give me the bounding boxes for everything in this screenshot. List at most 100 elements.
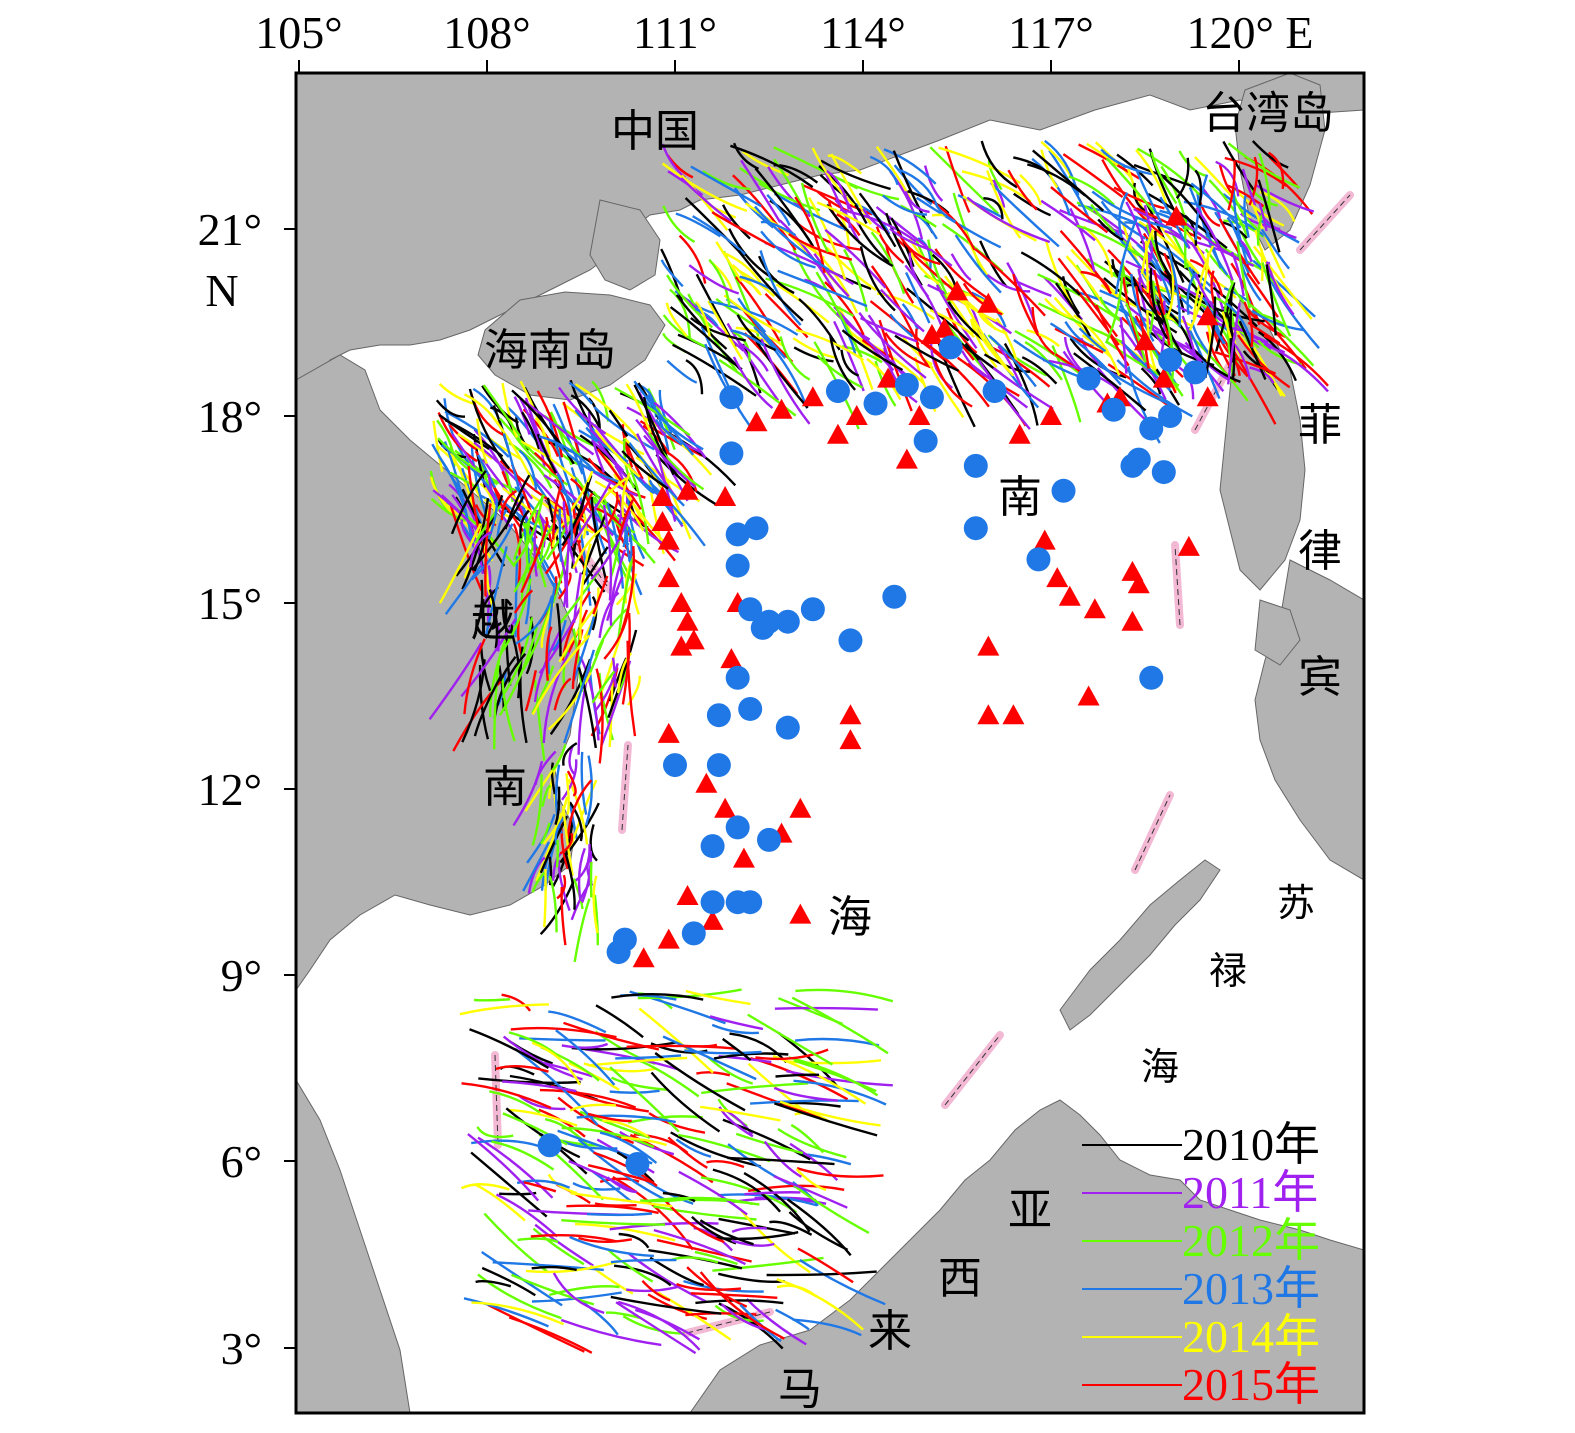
trajectory-line <box>774 1102 878 1137</box>
trajectory-line <box>437 412 478 463</box>
trajectory-line <box>589 824 598 862</box>
trajectory-line <box>662 205 696 243</box>
trajectory-line <box>615 573 638 606</box>
trajectory-line <box>470 1151 548 1218</box>
trajectory-line <box>469 1028 550 1070</box>
boundary-dash <box>1134 794 1171 871</box>
trajectory-line <box>614 386 691 437</box>
boundary-dash <box>494 1054 499 1146</box>
trajectory-line <box>970 318 1015 377</box>
trajectory-line <box>633 380 695 456</box>
trajectory-line <box>591 380 610 422</box>
trajectory-line <box>989 182 1060 248</box>
trajectory-line <box>1258 202 1268 232</box>
trajectory-line <box>641 1279 671 1302</box>
trajectory-line <box>432 489 473 526</box>
lon-tick-label: 111° <box>633 7 717 58</box>
trajectory-line <box>773 1086 838 1102</box>
trajectory-line <box>561 805 574 876</box>
triangle-marker <box>789 903 812 924</box>
circle-marker <box>963 516 988 541</box>
trajectory-line <box>1195 207 1234 281</box>
trajectory-line <box>669 1256 719 1264</box>
trajectory-line <box>626 640 637 737</box>
trajectory-line <box>754 205 830 271</box>
trajectory-line <box>779 1100 881 1127</box>
trajectory-line <box>448 483 480 533</box>
boundary-dash <box>621 744 629 831</box>
trajectory-line <box>467 1133 540 1202</box>
trajectory-line <box>646 394 670 452</box>
trajectory-line <box>523 1181 557 1193</box>
trajectory-line <box>1091 190 1173 230</box>
trajectory-line <box>1188 186 1222 269</box>
trajectory-line <box>579 655 600 741</box>
trajectory-line <box>1198 343 1249 402</box>
trajectory-line <box>1263 342 1329 393</box>
trajectory-line <box>1086 142 1119 167</box>
trajectory-line <box>665 302 688 338</box>
lat-tick-label: 18° <box>198 391 262 442</box>
circle-marker <box>775 609 800 634</box>
trajectory-line <box>638 1007 714 1074</box>
lat-tick-label: 15° <box>198 578 262 629</box>
trajectory-line <box>788 233 853 261</box>
trajectory-line <box>574 383 645 447</box>
triangle-marker <box>657 567 680 588</box>
map-area <box>296 73 1364 1413</box>
triangle-marker <box>1083 598 1106 619</box>
trajectory-line <box>444 410 510 458</box>
trajectory-line <box>1100 148 1156 176</box>
trajectory-line <box>1153 269 1171 346</box>
trajectory-line <box>460 1183 510 1191</box>
legend-label-2014: 2014年 <box>1182 1311 1320 1362</box>
trajectory-line <box>706 1160 745 1169</box>
circle-marker <box>757 827 781 852</box>
trajectory-line <box>1053 296 1108 353</box>
trajectory-line <box>613 1264 672 1287</box>
trajectory-line <box>715 1231 799 1241</box>
trajectory-line <box>590 497 608 583</box>
trajectory-line <box>501 382 519 438</box>
trajectory-line <box>1251 309 1305 332</box>
trajectory-line <box>556 473 573 547</box>
trajectory-line <box>1267 151 1285 190</box>
trajectory-line <box>732 356 774 409</box>
circle-marker <box>725 815 750 840</box>
trajectory-line <box>1259 190 1296 222</box>
trajectory-line <box>662 1035 757 1081</box>
trajectory-line <box>533 629 562 703</box>
trajectory-line <box>1131 276 1165 324</box>
trajectory-line <box>934 201 957 223</box>
triangle-marker <box>745 411 768 432</box>
trajectory-line <box>502 1080 577 1093</box>
place-labels: 中国 台湾岛 海南岛 越 南 菲 律 宾 南 海 苏 禄 海 亚 西 来 马 <box>471 88 1342 1415</box>
trajectory-line <box>859 246 896 312</box>
trajectory-line <box>495 1064 549 1073</box>
triangle-marker <box>1040 405 1062 425</box>
trajectory-line <box>966 196 1051 244</box>
trajectory-line <box>725 1109 754 1136</box>
trajectory-line <box>1243 301 1254 348</box>
trajectory-line <box>476 418 488 464</box>
trajectory-line <box>777 269 868 308</box>
trajectory-line <box>1222 140 1256 192</box>
circle-marker <box>1151 460 1176 485</box>
trajectory-line <box>699 1219 754 1246</box>
trajectory-line <box>695 1299 784 1305</box>
trajectory-line <box>587 1164 655 1184</box>
trajectory-line <box>541 784 552 807</box>
triangle-marker <box>701 909 724 930</box>
trajectory-line <box>580 850 593 903</box>
triangle-marker <box>1134 330 1156 351</box>
trajectory-line <box>548 1285 620 1297</box>
trajectory-line <box>531 774 543 846</box>
trajectory-line <box>824 281 865 336</box>
trajectory-line <box>757 255 795 295</box>
trajectory-line <box>909 252 940 285</box>
circle-marker <box>882 584 907 609</box>
triangle-marker <box>1196 305 1219 326</box>
circle-marker <box>1139 416 1164 441</box>
trajectory-line <box>487 499 498 540</box>
trajectory-line <box>1125 303 1203 363</box>
